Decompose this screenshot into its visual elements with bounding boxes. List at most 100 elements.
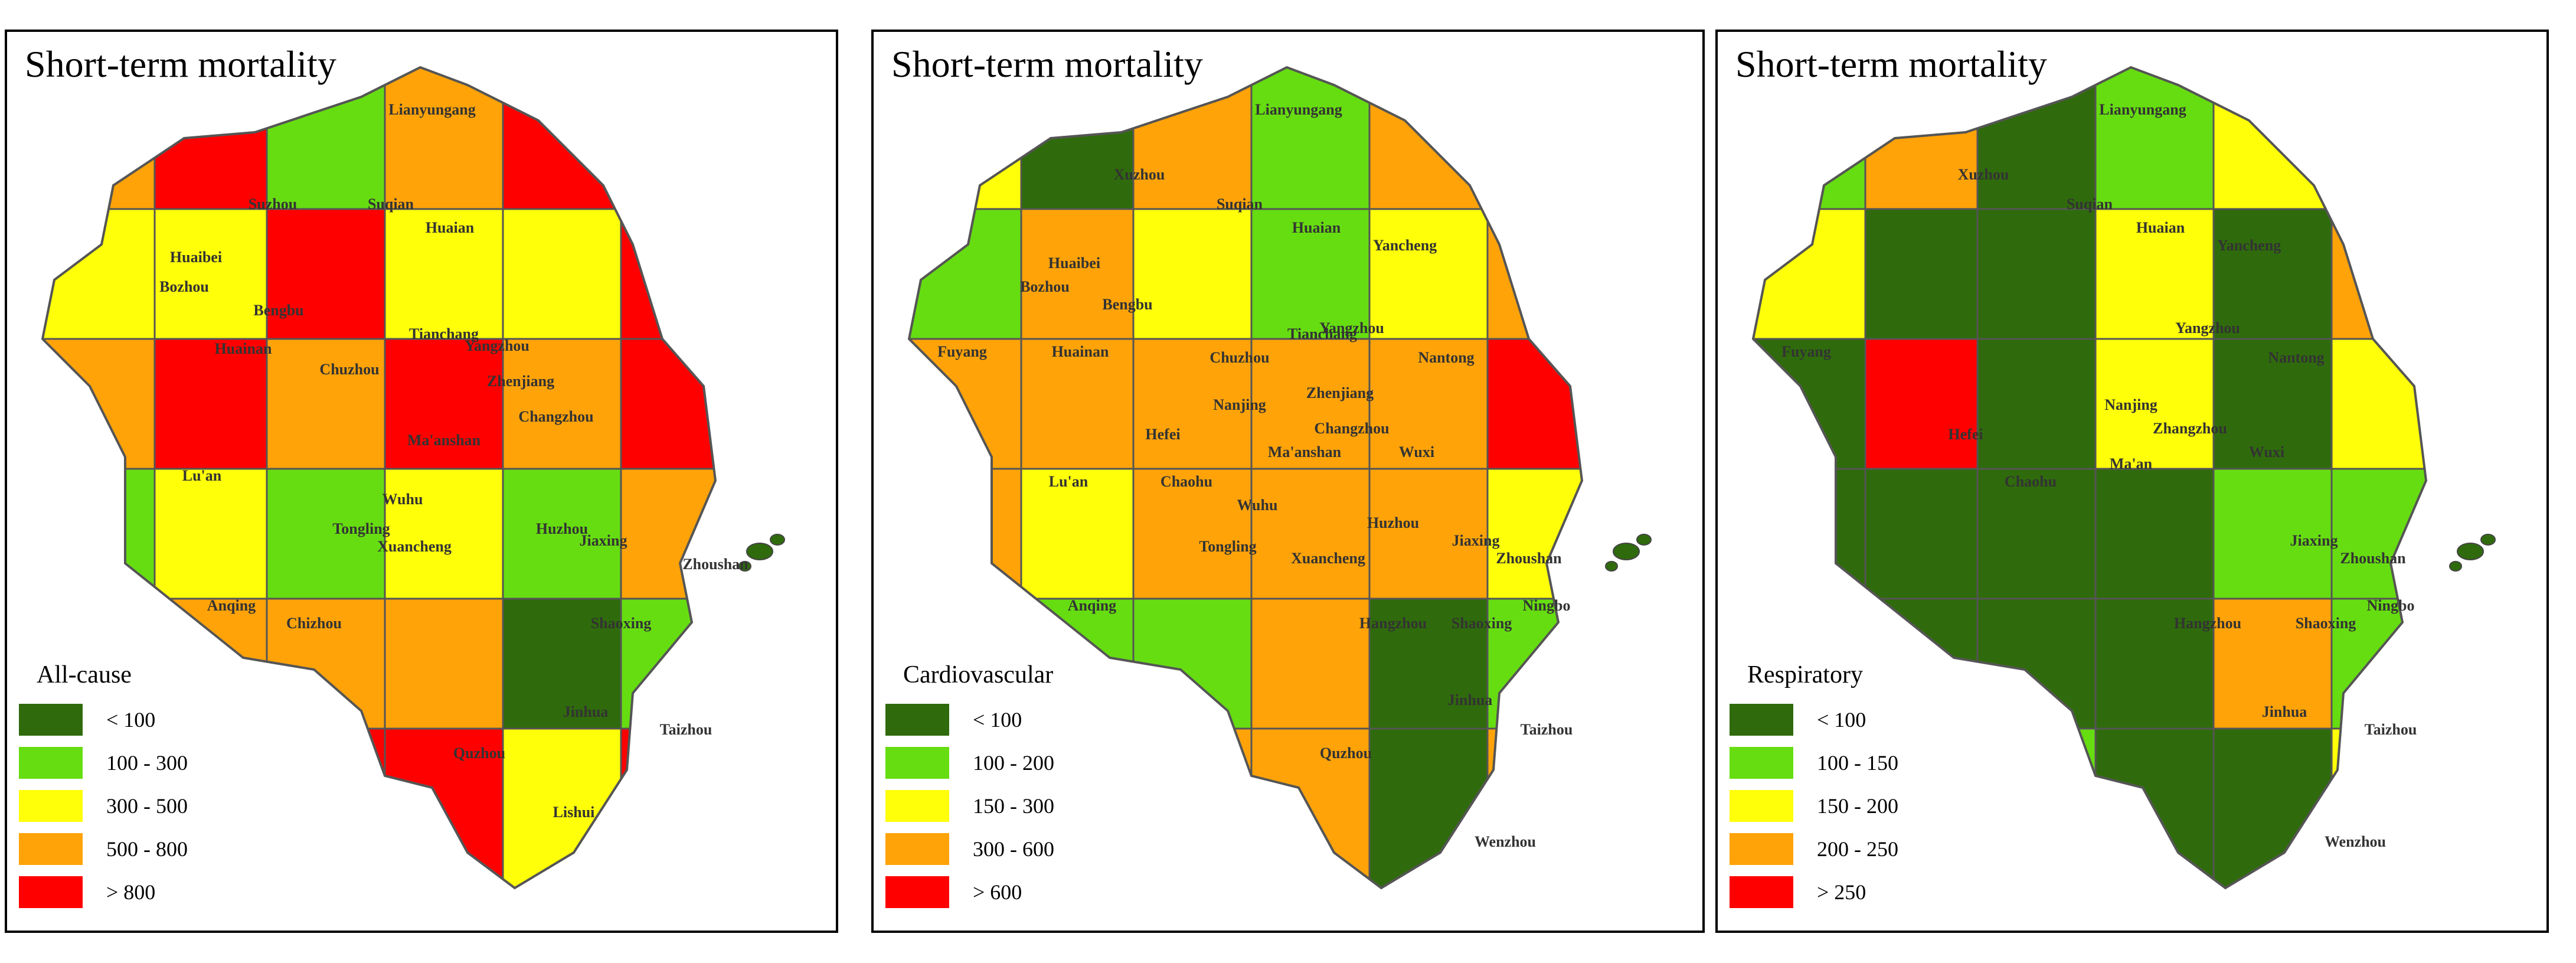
legend-swatch: [19, 833, 83, 865]
region-light-green[interactable]: [2212, 468, 2333, 600]
region-light-green[interactable]: [1250, 67, 1371, 210]
region-yellow[interactable]: [2094, 338, 2215, 470]
region-dark-green[interactable]: [1020, 67, 1135, 210]
delta-outline: [907, 66, 1584, 890]
region-dark-green[interactable]: [1976, 338, 2097, 470]
region-light-green[interactable]: [2094, 67, 2215, 210]
region-orange[interactable]: [1864, 67, 1979, 210]
city-label: Xuzhou: [1958, 166, 2009, 183]
region-light-green[interactable]: [1753, 67, 1866, 210]
region-dark-green[interactable]: [2212, 338, 2333, 470]
region-yellow[interactable]: [153, 208, 268, 340]
region-orange[interactable]: [502, 338, 622, 470]
city-label: Tianchang: [409, 325, 479, 342]
region-orange[interactable]: [1486, 727, 1588, 894]
region-orange[interactable]: [909, 468, 1022, 600]
region-yellow[interactable]: [384, 208, 504, 340]
zhoushan-island: [2449, 561, 2462, 572]
region-yellow[interactable]: [1486, 67, 1588, 210]
region-red[interactable]: [153, 338, 268, 470]
region-red[interactable]: [266, 208, 386, 340]
region-yellow[interactable]: [620, 67, 721, 210]
region-red[interactable]: [384, 338, 504, 470]
region-dark-green[interactable]: [2094, 598, 2215, 730]
legend-range: < 100: [106, 708, 156, 732]
region-dark-green[interactable]: [2212, 208, 2333, 340]
region-orange[interactable]: [2330, 208, 2432, 340]
region-orange[interactable]: [43, 67, 156, 210]
region-orange[interactable]: [1486, 208, 1588, 340]
region-light-green[interactable]: [266, 67, 386, 210]
region-dark-green[interactable]: [1753, 468, 1866, 600]
city-label: Ma'an: [2110, 455, 2153, 472]
region-dark-green[interactable]: [1368, 727, 1489, 894]
city-label: Huainan: [215, 340, 272, 357]
region-dark-green[interactable]: [1368, 598, 1489, 730]
region-dark-green[interactable]: [1976, 67, 2097, 210]
legend-range: 100 - 200: [973, 751, 1054, 775]
region-dark-green[interactable]: [2094, 468, 2215, 600]
region-dark-green[interactable]: [1864, 208, 1979, 340]
region-light-green[interactable]: [1976, 727, 2097, 894]
city-label: Chaohu: [1160, 473, 1212, 490]
region-light-green[interactable]: [1250, 208, 1371, 340]
region-yellow[interactable]: [2094, 208, 2215, 340]
legend-swatch: [885, 704, 949, 736]
region-dark-green[interactable]: [2212, 727, 2333, 894]
region-yellow[interactable]: [384, 468, 504, 600]
region-orange[interactable]: [1132, 727, 1253, 894]
region-orange[interactable]: [1020, 338, 1135, 470]
region-yellow[interactable]: [153, 468, 268, 600]
region-dark-green[interactable]: [1976, 468, 2097, 600]
region-orange[interactable]: [384, 67, 504, 210]
region-light-green[interactable]: [266, 468, 386, 600]
region-orange[interactable]: [1368, 338, 1489, 470]
city-label: Chizhou: [286, 615, 342, 632]
region-yellow[interactable]: [1368, 208, 1489, 340]
region-light-green[interactable]: [909, 208, 1022, 340]
region-dark-green[interactable]: [1976, 208, 2097, 340]
zhoushan-island: [2480, 534, 2496, 546]
city-label: Jinhua: [563, 703, 609, 720]
region-orange[interactable]: [1250, 468, 1371, 600]
region-orange[interactable]: [266, 338, 386, 470]
region-yellow[interactable]: [1132, 208, 1253, 340]
city-label: Nantong: [2268, 349, 2324, 366]
region-dark-green[interactable]: [1864, 468, 1979, 600]
region-red[interactable]: [153, 67, 268, 210]
region-light-green[interactable]: [2330, 468, 2432, 600]
region-dark-green[interactable]: [502, 598, 622, 730]
region-yellow[interactable]: [1020, 468, 1135, 600]
region-orange[interactable]: [1132, 67, 1253, 210]
region-orange[interactable]: [153, 598, 268, 730]
legend-range: 150 - 200: [1817, 794, 1898, 818]
city-label: Chaohu: [2005, 473, 2057, 490]
region-light-green[interactable]: [43, 468, 156, 600]
city-label: Wuxi: [1399, 443, 1434, 461]
region-dark-green[interactable]: [2330, 67, 2432, 210]
legend-range: 100 - 150: [1817, 751, 1898, 775]
region-red[interactable]: [620, 727, 721, 894]
region-yellow[interactable]: [909, 67, 1022, 210]
region-light-green[interactable]: [502, 468, 622, 600]
region-yellow[interactable]: [2330, 727, 2432, 894]
region-orange[interactable]: [384, 598, 504, 730]
region-yellow[interactable]: [43, 208, 156, 340]
legend-swatch: [19, 747, 83, 779]
region-yellow[interactable]: [1486, 468, 1588, 600]
city-label: Tianchang: [1287, 325, 1357, 342]
region-red[interactable]: [266, 727, 386, 894]
region-yellow[interactable]: [1753, 208, 1866, 340]
region-yellow[interactable]: [502, 208, 622, 340]
legend-title: All-cause: [37, 661, 132, 688]
city-label: Ma'anshan: [407, 432, 481, 449]
region-orange[interactable]: [620, 468, 721, 600]
region-dark-green[interactable]: [1864, 598, 1979, 730]
region-red[interactable]: [620, 208, 721, 340]
city-label: Lianyungang: [2099, 101, 2186, 118]
region-orange[interactable]: [1250, 598, 1371, 730]
region-orange[interactable]: [1020, 208, 1135, 340]
region-orange[interactable]: [2212, 598, 2333, 730]
region-red[interactable]: [1864, 338, 1979, 470]
city-label: Yangzhou: [1319, 319, 1384, 337]
